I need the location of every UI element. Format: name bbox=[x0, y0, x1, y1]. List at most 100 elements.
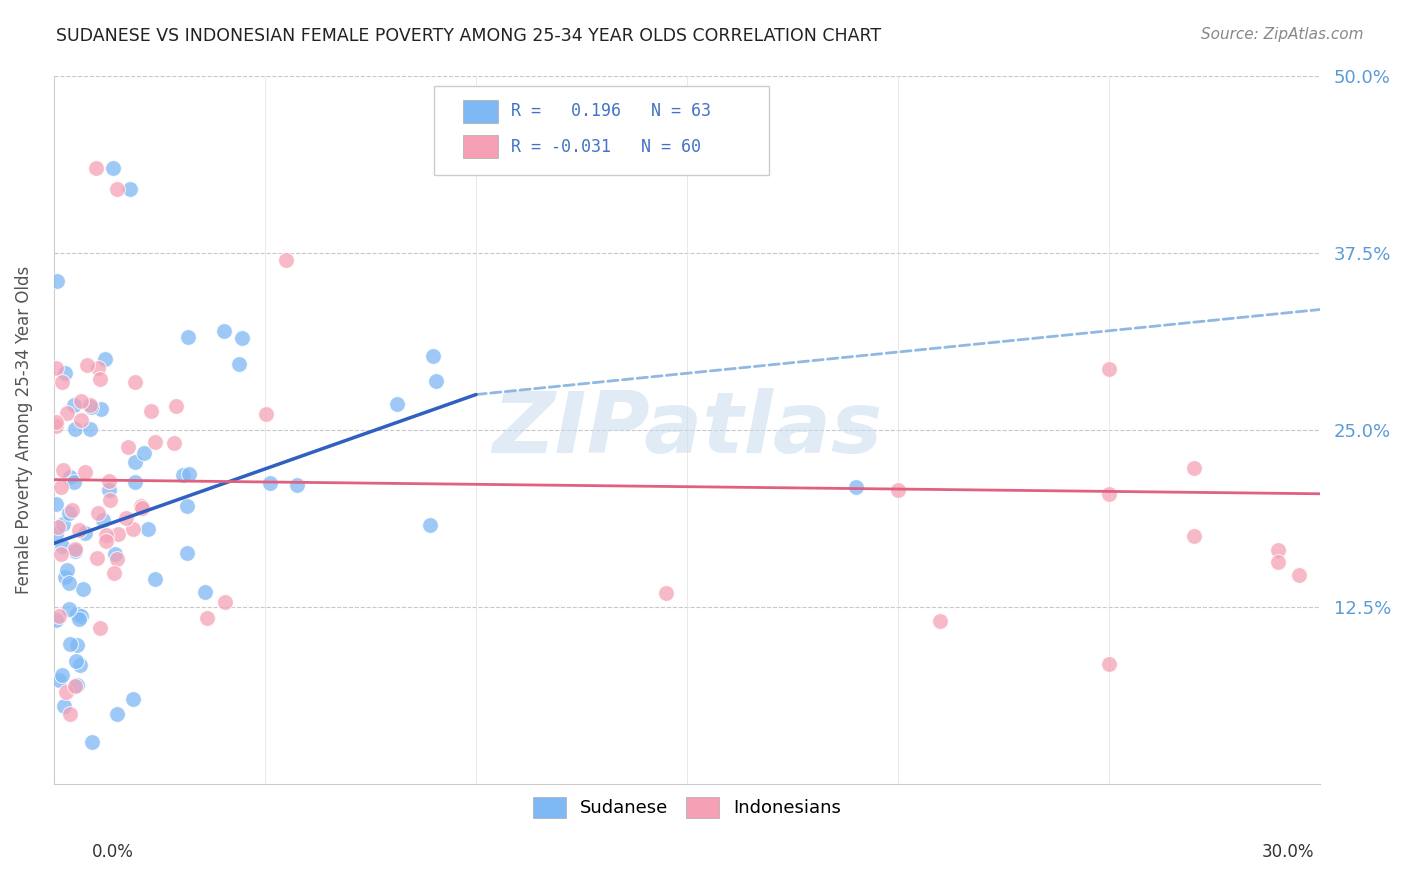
Point bbox=[165, 400, 187, 414]
Point bbox=[655, 586, 678, 600]
Point bbox=[176, 546, 198, 560]
Bar bbox=[463, 135, 498, 159]
Point bbox=[51, 547, 73, 561]
Point bbox=[97, 483, 120, 497]
Point bbox=[1267, 543, 1289, 558]
Point bbox=[91, 513, 114, 527]
Point bbox=[107, 527, 129, 541]
Point bbox=[63, 398, 86, 412]
Point bbox=[134, 446, 156, 460]
Point bbox=[67, 523, 90, 537]
Point bbox=[105, 551, 128, 566]
FancyBboxPatch shape bbox=[434, 87, 769, 175]
Point bbox=[124, 455, 146, 469]
Point bbox=[65, 654, 87, 668]
Point bbox=[101, 161, 124, 175]
Point bbox=[53, 366, 76, 380]
Point bbox=[98, 493, 121, 508]
Point bbox=[929, 615, 952, 629]
Point bbox=[115, 511, 138, 525]
Point bbox=[214, 324, 236, 338]
Point bbox=[58, 576, 80, 591]
Point bbox=[75, 465, 97, 479]
Point bbox=[285, 477, 308, 491]
Point bbox=[425, 374, 447, 388]
Point bbox=[55, 685, 77, 699]
Point bbox=[45, 527, 67, 541]
Point bbox=[49, 480, 72, 494]
Point bbox=[177, 330, 200, 344]
Point bbox=[94, 533, 117, 548]
Point bbox=[419, 518, 441, 533]
Point bbox=[80, 400, 103, 414]
Point bbox=[45, 418, 67, 433]
Point bbox=[231, 331, 253, 345]
Point bbox=[45, 415, 67, 429]
Point bbox=[63, 421, 86, 435]
Point bbox=[136, 522, 159, 536]
Point bbox=[121, 522, 143, 536]
Point bbox=[69, 393, 91, 408]
Point bbox=[45, 360, 67, 375]
Point bbox=[73, 525, 96, 540]
Point bbox=[422, 349, 444, 363]
Point bbox=[45, 274, 67, 288]
Point bbox=[1098, 487, 1121, 501]
Point bbox=[56, 406, 79, 420]
Point bbox=[79, 422, 101, 436]
Point bbox=[58, 637, 80, 651]
Point bbox=[163, 435, 186, 450]
Text: ZIPatlas: ZIPatlas bbox=[492, 389, 882, 472]
Point bbox=[72, 582, 94, 596]
Point bbox=[228, 357, 250, 371]
Point bbox=[52, 463, 75, 477]
Point bbox=[1182, 529, 1205, 543]
Text: 0.0%: 0.0% bbox=[91, 843, 134, 861]
Point bbox=[66, 607, 89, 621]
Point bbox=[194, 585, 217, 599]
Point bbox=[65, 639, 87, 653]
Point bbox=[214, 595, 236, 609]
Point bbox=[86, 551, 108, 566]
Point bbox=[63, 541, 86, 556]
Point bbox=[51, 668, 73, 682]
Point bbox=[121, 692, 143, 706]
Point bbox=[89, 621, 111, 635]
Point bbox=[76, 359, 98, 373]
Point bbox=[87, 360, 110, 375]
Point bbox=[67, 612, 90, 626]
Point bbox=[94, 352, 117, 367]
Point bbox=[90, 402, 112, 417]
Text: Source: ZipAtlas.com: Source: ZipAtlas.com bbox=[1201, 27, 1364, 42]
Point bbox=[103, 566, 125, 581]
Bar bbox=[463, 100, 498, 123]
Point bbox=[87, 506, 110, 520]
Point bbox=[385, 397, 408, 411]
Point bbox=[59, 470, 82, 484]
Point bbox=[69, 609, 91, 624]
Point bbox=[1098, 362, 1121, 376]
Text: R =   0.196   N = 63: R = 0.196 N = 63 bbox=[510, 103, 711, 120]
Point bbox=[107, 706, 129, 721]
Point bbox=[79, 397, 101, 411]
Point bbox=[117, 440, 139, 454]
Point bbox=[84, 161, 107, 175]
Point bbox=[254, 407, 277, 421]
Point bbox=[94, 528, 117, 542]
Point bbox=[52, 516, 75, 531]
Point bbox=[82, 735, 104, 749]
Point bbox=[51, 375, 73, 389]
Point bbox=[259, 476, 281, 491]
Point bbox=[1288, 567, 1310, 582]
Point bbox=[69, 658, 91, 673]
Point bbox=[1182, 461, 1205, 475]
Point bbox=[141, 403, 163, 417]
Point bbox=[129, 499, 152, 513]
Point bbox=[70, 412, 93, 426]
Y-axis label: Female Poverty Among 25-34 Year Olds: Female Poverty Among 25-34 Year Olds bbox=[15, 266, 32, 594]
Point bbox=[195, 611, 218, 625]
Legend: Sudanese, Indonesians: Sudanese, Indonesians bbox=[526, 789, 848, 825]
Point bbox=[53, 699, 76, 714]
Point bbox=[45, 496, 67, 510]
Point bbox=[131, 500, 153, 515]
